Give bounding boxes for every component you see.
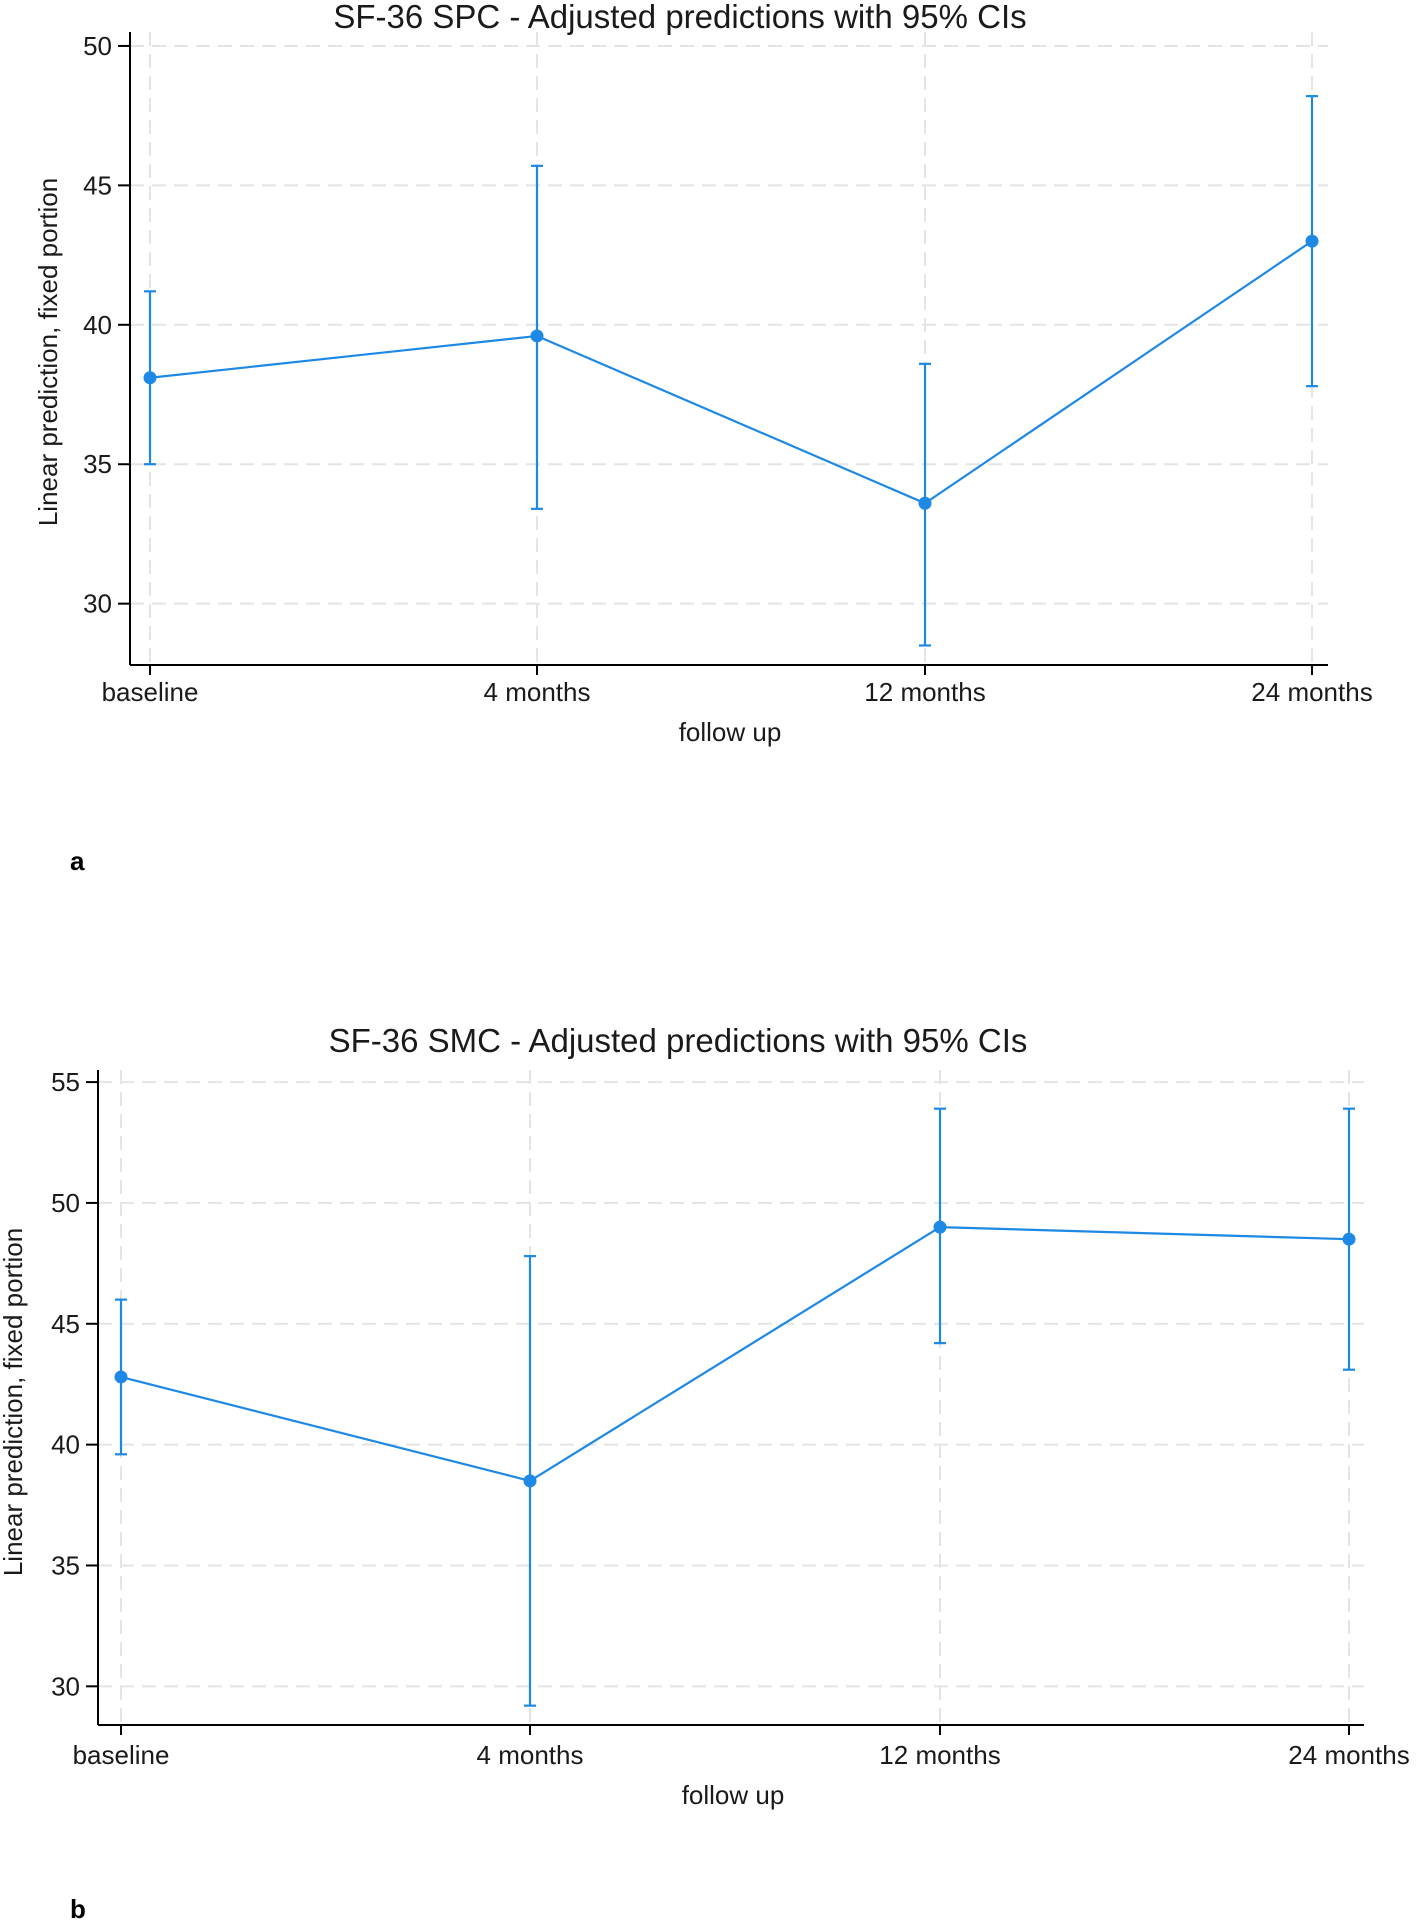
chart-a-ticks: 30 35 40 45 50 baseline 4 months 12 months 24 mo… <box>83 31 1373 707</box>
chart-b-data-point <box>933 1220 947 1234</box>
chart-a: SF-36 SPC - Adjusted predictions with 95… <box>33 0 1373 876</box>
chart-b-title: SF-36 SMC - Adjusted predictions with 95… <box>329 1022 1028 1059</box>
chart-b-ytick-label: 55 <box>51 1067 80 1097</box>
chart-a-series-line <box>149 240 1313 505</box>
chart-b-xtick-label: baseline <box>73 1740 170 1770</box>
chart-b-data-point <box>523 1474 537 1488</box>
chart-a-xtick-label: 24 months <box>1251 677 1372 707</box>
chart-a-ytick-label: 30 <box>83 589 112 619</box>
chart-b: SF-36 SMC - Adjusted predictions with 95… <box>0 1022 1410 1920</box>
chart-b-axes <box>86 1070 1364 1735</box>
chart-b-data-point <box>1342 1232 1356 1246</box>
chart-a-ytick-label: 45 <box>83 170 112 200</box>
chart-b-ylabel: Linear prediction, fixed portion <box>0 1228 28 1576</box>
chart-a-marks <box>143 95 1319 647</box>
chart-a-data-point <box>918 496 932 510</box>
chart-b-marks <box>114 1107 1356 1707</box>
chart-b-xtick-label: 4 months <box>477 1740 584 1770</box>
chart-b-ytick-label: 30 <box>51 1671 80 1701</box>
chart-a-ylabel: Linear prediction, fixed portion <box>33 178 63 526</box>
chart-a-axes <box>118 32 1328 675</box>
chart-a-gridlines <box>130 32 1328 665</box>
panel-label-b: b <box>70 1894 86 1920</box>
chart-b-data-point <box>114 1370 128 1384</box>
chart-b-series-line <box>120 1225 1350 1483</box>
chart-a-xtick-label: 4 months <box>484 677 591 707</box>
chart-b-ticks: 30 35 40 45 50 55 baseline 4 months 12 months 24 … <box>51 1067 1410 1770</box>
chart-a-xtick-label: baseline <box>102 677 199 707</box>
chart-b-xlabel: follow up <box>682 1780 785 1810</box>
chart-a-xlabel: follow up <box>679 717 782 747</box>
chart-a-title: SF-36 SPC - Adjusted predictions with 95… <box>333 0 1026 35</box>
chart-a-xtick-label: 12 months <box>864 677 985 707</box>
chart-b-ytick-label: 40 <box>51 1430 80 1460</box>
chart-a-ytick-label: 35 <box>83 449 112 479</box>
panel-label-a: a <box>70 846 85 876</box>
chart-b-ytick-label: 45 <box>51 1309 80 1339</box>
chart-b-ytick-label: 50 <box>51 1188 80 1218</box>
chart-a-data-point <box>143 371 157 385</box>
chart-a-ytick-label: 50 <box>83 31 112 61</box>
chart-a-data-point <box>1305 234 1319 248</box>
chart-b-gridlines <box>98 1070 1364 1725</box>
chart-b-xtick-label: 12 months <box>879 1740 1000 1770</box>
chart-b-xtick-label: 24 months <box>1288 1740 1409 1770</box>
chart-b-ytick-label: 35 <box>51 1550 80 1580</box>
chart-a-data-point <box>530 329 544 343</box>
chart-a-ytick-label: 40 <box>83 310 112 340</box>
